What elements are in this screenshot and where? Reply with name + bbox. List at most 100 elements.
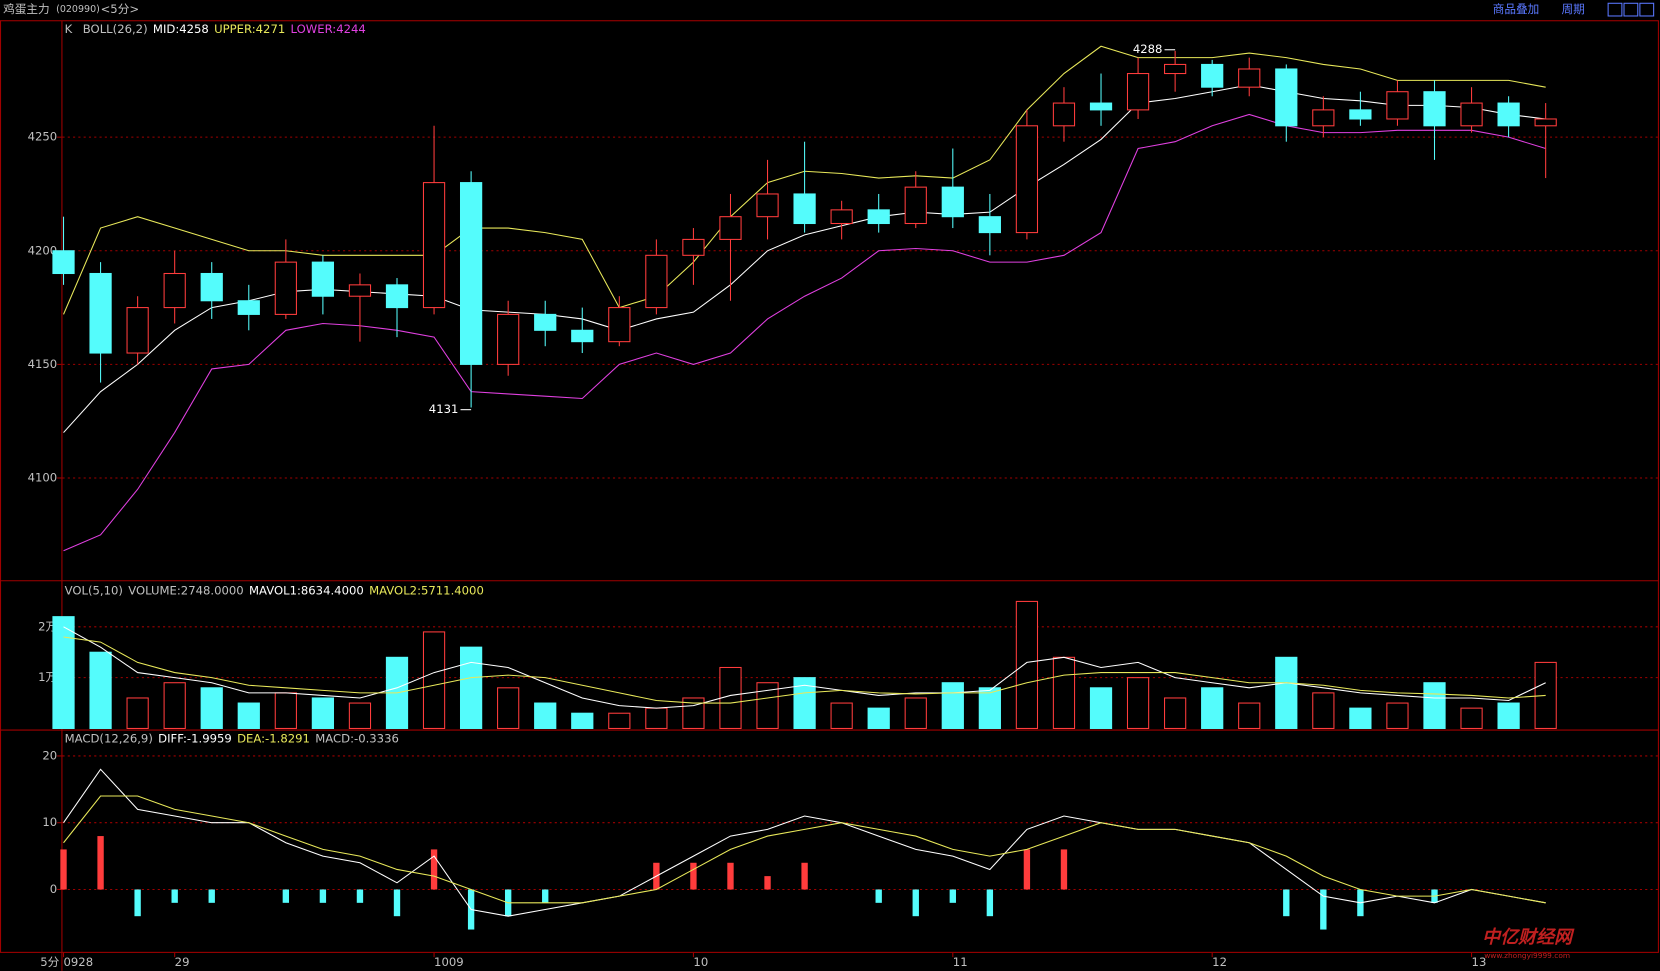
macd-bar [1320,889,1327,930]
nav-button[interactable] [1607,2,1623,17]
candle-body [534,313,557,331]
high-label: 4288 [1133,42,1163,56]
macd-bar [1023,849,1031,890]
watermark-brand: 中亿财经网 [1482,927,1575,948]
candle-body [571,329,594,343]
macd-bar [171,889,178,903]
candle-body [1201,63,1224,88]
x-tick-label: 0928 [64,955,94,969]
macd-bar [801,862,808,890]
x-tick-label: 1009 [434,955,464,969]
nav-button[interactable] [1639,2,1655,17]
candle-body [1089,102,1113,111]
x-tick-label: 10 [693,955,708,969]
volume-bar [1423,682,1446,729]
indicator-line [63,626,1546,709]
menu-overlay[interactable]: 商品叠加 [1493,2,1540,16]
candle-body [941,186,964,218]
candle-body [200,272,223,302]
volume-bar [571,712,594,729]
x-tick-label: 13 [1472,955,1487,969]
candle-body [904,186,927,225]
macd-bar [430,849,438,890]
macd-bar [393,889,401,917]
macd-bar [764,876,771,890]
volume-bar [422,631,446,729]
volume-bar [200,687,223,729]
macd-bar [912,889,919,917]
volume-bar [756,682,779,729]
legend-item: MID:4258 [153,22,209,36]
volume-bar [348,702,372,729]
y-tick-label: 10 [42,815,57,829]
candle-body [1275,68,1298,127]
nav-button[interactable] [1623,2,1639,17]
volume-bar [1349,707,1372,729]
macd-bar [986,889,994,917]
x-tick-label: 29 [175,955,190,969]
legend-item: DIFF:-1.9959 [158,732,232,746]
period: <5分> [101,2,140,16]
volume-bar [1238,702,1261,729]
candle-body [1126,73,1150,111]
candle-body [274,261,297,315]
candle-body [608,307,631,343]
volume-bar [89,651,112,729]
macd-bar [319,889,327,903]
candle-body [1460,102,1483,127]
legend-item: MAVOL1:8634.4000 [249,583,364,597]
macd-bar [134,889,141,917]
y-tick-label: 0 [50,882,57,896]
volume-bar [793,677,816,729]
macd-bar [1060,849,1068,890]
y-tick-label: 4100 [28,470,58,484]
title-bar [0,0,1660,20]
legend-item: BOLL(26,2) [83,22,148,36]
candle-body [497,313,520,365]
volume-bar [311,697,335,729]
macd-bar [949,889,956,903]
panel-title: VOL(5,10) [65,583,123,597]
candle-body [1052,102,1076,127]
macd-bar [1283,889,1290,917]
indicator-line [63,84,1546,433]
volume-bar [1126,677,1150,729]
candle-body [1534,118,1557,127]
volume-bar [1386,702,1409,729]
candle-body [645,254,668,309]
volume-bar [534,702,557,729]
menu-period[interactable]: 周期 [1562,2,1585,16]
legend-item: UPPER:4271 [214,22,285,36]
macd-bar [60,849,67,890]
panel-title: K [65,22,73,36]
volume-bar [1312,692,1335,729]
y-tick-label: 4150 [28,357,58,371]
legend-item: MAVOL2:5711.4000 [369,583,484,597]
macd-bar [542,889,549,903]
candle-body [52,250,75,275]
macd-bar [97,836,104,890]
volume-bar [1497,702,1520,729]
candle-body [682,238,705,256]
volume-bar [904,697,927,729]
macd-bar [875,889,882,903]
volume-bar [645,707,668,729]
volume-bar [1015,600,1039,729]
volume-bar [459,646,483,729]
candle-body [978,216,1001,234]
volume-bar [274,692,297,729]
y-tick-label: 4250 [28,130,58,144]
y-tick-label: 20 [42,748,57,762]
candle-body [830,209,853,225]
volume-bar [941,682,964,729]
volume-bar [1052,656,1076,729]
candle-body [1312,109,1335,127]
volume-bar [1201,687,1224,729]
period-label: 5分 [40,955,59,969]
candle-body [237,300,260,315]
macd-bar [282,889,290,903]
macd-bar [208,889,215,903]
indicator-line [63,113,1546,552]
